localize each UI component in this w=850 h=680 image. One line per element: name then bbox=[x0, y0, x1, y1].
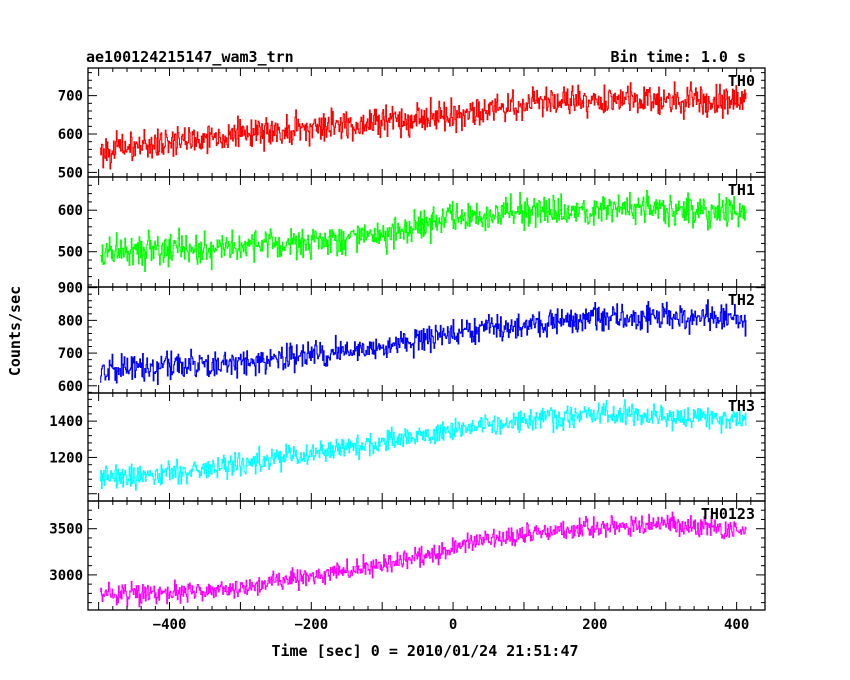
y-tick-label: 500 bbox=[58, 165, 83, 181]
x-tick-label: −200 bbox=[294, 617, 328, 633]
series-label-th3: TH3 bbox=[728, 397, 755, 415]
series-line-th2 bbox=[100, 299, 747, 385]
y-tick-label: 3000 bbox=[49, 568, 83, 584]
y-tick-label: 1400 bbox=[49, 414, 83, 430]
series-line-th3 bbox=[100, 399, 747, 491]
y-tick-label: 800 bbox=[58, 313, 83, 329]
y-tick-label: 3500 bbox=[49, 522, 83, 538]
series-label-th0123: TH0123 bbox=[701, 505, 755, 523]
y-tick-label: 600 bbox=[58, 203, 83, 219]
y-tick-label: 700 bbox=[58, 89, 83, 105]
x-tick-label: 0 bbox=[449, 617, 457, 633]
panel-th0123: 3000 3500 TH0123 bbox=[49, 500, 766, 611]
bin-time-label: Bin time: 1.0 s bbox=[611, 48, 746, 66]
panels-group: 500 600 700 TH0 500 600 TH1 600 700 800 900 TH2 1200… bbox=[49, 67, 766, 633]
series-label-th1: TH1 bbox=[728, 181, 755, 199]
x-tick-label: 400 bbox=[724, 617, 749, 633]
y-tick-label: 1200 bbox=[49, 450, 83, 466]
series-label-th2: TH2 bbox=[728, 291, 755, 309]
x-tick-label: 200 bbox=[582, 617, 607, 633]
plot-title: ae100124215147_wam3_trn bbox=[86, 48, 294, 66]
y-tick-label: 900 bbox=[58, 281, 83, 297]
y-tick-label: 600 bbox=[58, 379, 83, 395]
series-line-th1 bbox=[100, 189, 747, 272]
panel-th1: 500 600 TH1 bbox=[58, 176, 766, 288]
y-tick-label: 500 bbox=[58, 245, 83, 261]
panel-th2: 600 700 800 900 TH2 bbox=[58, 281, 766, 395]
y-axis-label: Counts/sec bbox=[6, 286, 24, 376]
panel-frame bbox=[87, 500, 766, 611]
y-tick-label: 600 bbox=[58, 127, 83, 143]
series-line-th0 bbox=[100, 81, 747, 170]
panel-th3: 1200 1400 TH3 bbox=[49, 392, 766, 502]
y-tick-label: 700 bbox=[58, 346, 83, 362]
panel-th0: 500 600 700 TH0 bbox=[58, 67, 766, 181]
x-tick-label: −400 bbox=[153, 617, 187, 633]
x-axis-label: Time [sec] 0 = 2010/01/24 21:51:47 bbox=[271, 642, 578, 660]
series-line-th0123 bbox=[100, 511, 747, 608]
series-label-th0: TH0 bbox=[728, 72, 755, 90]
